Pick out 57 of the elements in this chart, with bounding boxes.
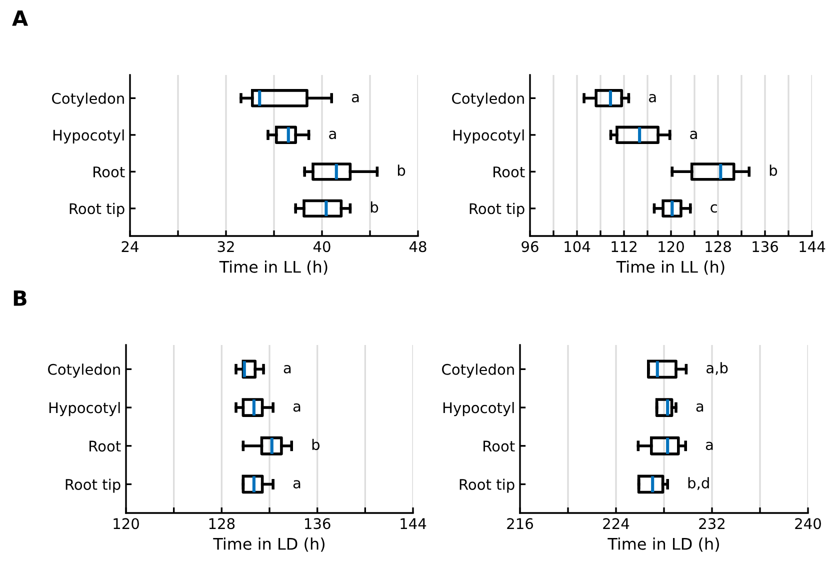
x-tick-label: 120 — [658, 241, 684, 252]
annotation: a — [293, 403, 300, 412]
x-tick-label: 216 — [507, 518, 533, 530]
y-tick-label: Hypocotyl — [453, 129, 524, 144]
y-tick-label: Hypocotyl — [49, 402, 120, 416]
y-tick-label: Cotyledon — [452, 92, 524, 107]
y-tick-label: Root tip — [70, 202, 124, 218]
x-tick-label: 144 — [800, 241, 826, 252]
x-tick-label: 240 — [795, 518, 821, 530]
x-tick-label: 136 — [752, 241, 778, 252]
annotation: a — [352, 94, 359, 102]
x-tick-label: 96 — [522, 241, 538, 252]
text: B — [14, 290, 26, 306]
annotation: c — [710, 204, 717, 213]
annotation: a — [293, 480, 300, 488]
y-tick-label: Cotyledon — [48, 364, 120, 378]
x-tick-label: 24 — [122, 241, 138, 252]
x-tick-label: 40 — [313, 241, 330, 252]
y-tick-label: Hypocotyl — [443, 402, 514, 416]
x-axis-title: Time in LD (h) — [608, 538, 719, 552]
y-tick-label: Hypocotyl — [53, 129, 124, 144]
x-tick-label: 112 — [612, 241, 636, 252]
annotation: a,b — [706, 362, 728, 375]
x-tick-label: 128 — [706, 241, 731, 252]
x-tick-label: 104 — [564, 241, 590, 252]
y-tick-label: Root tip — [66, 478, 120, 493]
annotation: a — [649, 94, 656, 102]
y-tick-label: Root tip — [460, 478, 514, 493]
x-tick-label: 32 — [218, 241, 234, 252]
x-tick-label: 232 — [699, 518, 724, 530]
annotation: b — [312, 438, 320, 450]
y-tick-label: Root — [494, 166, 525, 178]
annotation: a — [690, 130, 697, 140]
y-tick-label: Root tip — [470, 202, 524, 218]
annotation: b — [398, 164, 406, 176]
y-tick-label: Root — [90, 440, 121, 452]
text: A — [12, 10, 28, 26]
x-tick-label: 224 — [603, 518, 630, 529]
x-tick-label: 136 — [305, 518, 330, 530]
annotation: b,d — [688, 477, 709, 490]
x-axis-title: Time in LD (h) — [213, 538, 324, 552]
x-axis-title: Time in LL (h) — [219, 260, 328, 275]
x-tick-label: 48 — [409, 241, 426, 252]
annotation: b — [370, 201, 378, 213]
y-tick-label: Cotyledon — [52, 92, 124, 107]
x-tick-label: 120 — [114, 518, 139, 530]
x-tick-label: 144 — [400, 518, 426, 529]
annotation: a — [329, 130, 336, 140]
annotation: b — [770, 164, 778, 176]
annotation: a — [706, 442, 713, 450]
x-tick-label: 128 — [209, 518, 235, 530]
y-tick-label: Root — [94, 166, 125, 178]
annotation: a — [284, 365, 291, 374]
y-tick-label: Cotyledon — [442, 364, 514, 378]
y-tick-label: Root — [484, 440, 515, 452]
x-axis-title: Time in LL (h) — [616, 260, 724, 275]
annotation: a — [696, 403, 704, 412]
